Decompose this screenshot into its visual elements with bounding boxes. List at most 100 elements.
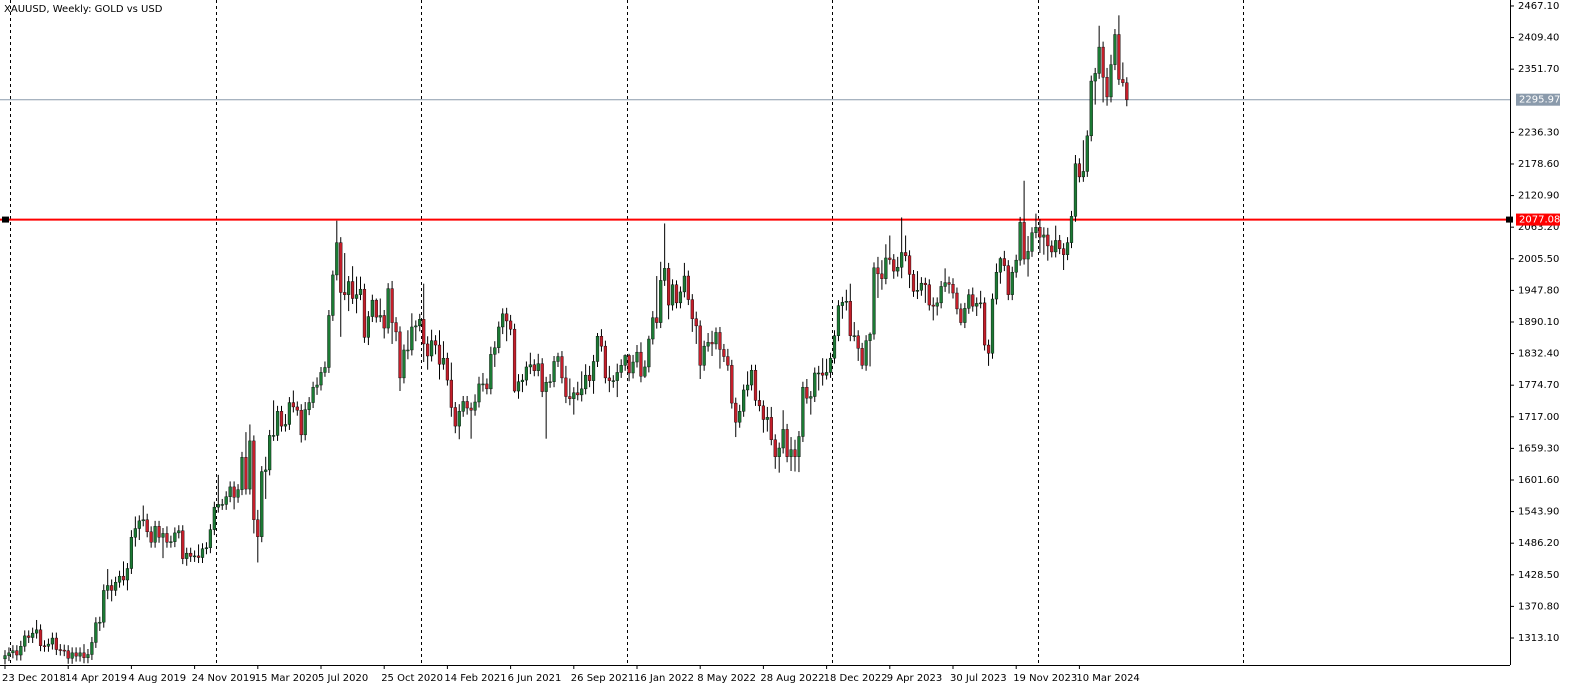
candle-body — [1038, 227, 1042, 238]
candle-body — [647, 338, 651, 368]
candle-body — [986, 344, 991, 354]
candle-body — [963, 308, 967, 323]
x-tick-label: 28 Aug 2022 — [760, 673, 824, 684]
candle-body — [552, 361, 556, 382]
candle-body — [718, 332, 722, 350]
x-tick-label: 24 Nov 2019 — [192, 673, 256, 684]
candle-body — [1081, 171, 1085, 178]
candle-body — [1022, 222, 1026, 260]
candle-body — [15, 650, 19, 656]
candle-body — [110, 585, 114, 591]
y-tick-label: 1543.90 — [1518, 507, 1559, 518]
level-handle — [1506, 216, 1513, 223]
candle-body — [536, 363, 540, 371]
candle-body — [291, 402, 295, 408]
candle-body — [236, 489, 240, 498]
y-tick-label: 2409.40 — [1518, 33, 1559, 44]
candle-body — [489, 354, 493, 390]
candle-body — [631, 361, 635, 374]
candle-body — [836, 305, 841, 336]
candle-body — [915, 290, 920, 292]
candle-body — [931, 304, 935, 307]
candle-body — [639, 351, 643, 377]
candle-body — [185, 552, 189, 559]
candle-body — [955, 292, 959, 310]
candle-body — [66, 650, 70, 659]
candle-body — [268, 435, 272, 471]
candle-body — [398, 331, 402, 379]
y-tick-label: 1486.20 — [1518, 538, 1559, 549]
candle-body — [307, 402, 311, 410]
candle-body — [761, 405, 765, 420]
y-tick-label: 2236.30 — [1518, 127, 1559, 138]
candle-body — [1042, 234, 1046, 238]
candle-body — [892, 259, 896, 272]
y-tick-label: 1370.80 — [1518, 601, 1559, 612]
candle-body — [481, 383, 485, 386]
candle-body — [121, 575, 126, 581]
candle-body — [351, 281, 355, 299]
candle-body — [42, 645, 47, 647]
candle-body — [1097, 46, 1101, 74]
candle-body — [990, 298, 995, 354]
candle-body — [789, 449, 793, 457]
candle-body — [588, 374, 592, 381]
candle-body — [283, 424, 288, 427]
candle-body — [386, 288, 390, 329]
candle-body — [220, 504, 224, 506]
y-tick-label: 2005.50 — [1518, 254, 1559, 265]
candle-body — [512, 328, 517, 392]
candle-body — [1073, 163, 1078, 217]
candle-body — [275, 411, 280, 436]
x-tick-label: 30 Jul 2023 — [950, 673, 1007, 684]
candle-body — [872, 267, 876, 335]
candle-body — [690, 299, 694, 319]
candle-body — [1069, 216, 1074, 243]
candle-body — [840, 302, 844, 306]
candle-body — [98, 621, 102, 624]
candle-body — [173, 532, 177, 542]
candle-body — [3, 655, 7, 660]
candle-body — [50, 637, 54, 645]
candle-body — [461, 401, 465, 412]
candle-body — [200, 548, 205, 558]
candle-body — [730, 365, 734, 404]
y-tick-label: 1947.80 — [1518, 285, 1559, 296]
candle-body — [994, 271, 999, 300]
y-tick-label: 2120.90 — [1518, 191, 1559, 202]
level-label: 2077.08 — [1519, 215, 1560, 226]
candle-body — [781, 429, 785, 449]
candle-body — [635, 351, 639, 363]
candle-body — [757, 400, 762, 407]
candle-body — [864, 340, 868, 366]
y-tick-label: 1890.10 — [1518, 317, 1559, 328]
candle-body — [947, 282, 951, 285]
candle-body — [595, 336, 600, 362]
candle-body — [382, 315, 386, 329]
candle-body — [722, 349, 726, 357]
candle-body — [1046, 234, 1050, 247]
candle-body — [82, 652, 86, 658]
y-tick-label: 1832.40 — [1518, 349, 1559, 360]
candle-body — [204, 547, 209, 549]
candle-body — [58, 649, 62, 651]
candle-body — [591, 361, 596, 381]
candle-body — [70, 652, 74, 659]
candle-body — [663, 268, 667, 281]
candle-body — [623, 355, 627, 366]
candle-body — [224, 496, 228, 505]
candle-body — [78, 652, 82, 657]
candle-body — [402, 349, 406, 379]
candle-body — [651, 317, 655, 340]
candle-body — [189, 552, 193, 557]
candle-body — [161, 533, 165, 538]
candle-body — [868, 333, 872, 341]
candle-body — [319, 372, 323, 386]
x-tick-label: 14 Feb 2021 — [444, 673, 506, 684]
candle-body — [390, 288, 394, 323]
candle-body — [31, 632, 35, 638]
candle-body — [801, 387, 805, 437]
candle-body — [7, 652, 11, 656]
y-tick-label: 2467.10 — [1518, 1, 1559, 12]
candle-body — [813, 372, 817, 397]
